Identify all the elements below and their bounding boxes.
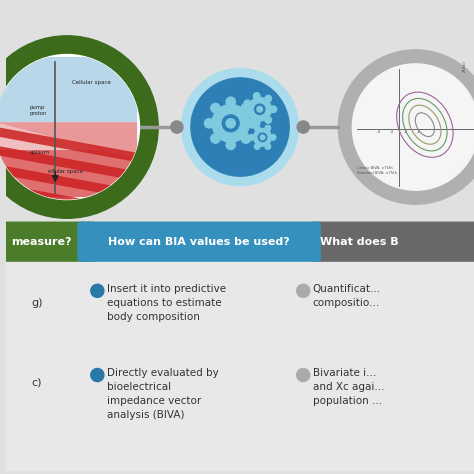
Circle shape: [297, 368, 310, 382]
Circle shape: [265, 95, 272, 102]
Circle shape: [258, 133, 267, 142]
Text: Insert it into predictive
equations to estimate
body composition: Insert it into predictive equations to e…: [107, 284, 226, 322]
Circle shape: [297, 121, 310, 133]
Circle shape: [265, 117, 272, 123]
Bar: [6, 255, 474, 471]
Circle shape: [270, 106, 277, 112]
FancyBboxPatch shape: [2, 221, 96, 262]
Circle shape: [0, 36, 158, 219]
Circle shape: [211, 103, 220, 113]
Circle shape: [249, 135, 255, 140]
Text: What does B: What does B: [319, 237, 398, 246]
Circle shape: [248, 98, 272, 121]
Circle shape: [182, 69, 299, 185]
Circle shape: [254, 128, 272, 146]
Circle shape: [91, 368, 104, 382]
Circle shape: [226, 140, 236, 149]
FancyBboxPatch shape: [77, 221, 321, 262]
Circle shape: [241, 103, 251, 113]
Circle shape: [244, 100, 251, 107]
Circle shape: [255, 126, 260, 131]
Circle shape: [212, 105, 249, 142]
Polygon shape: [0, 122, 137, 160]
Text: Cellular space: Cellular space: [72, 80, 110, 85]
Text: measure?: measure?: [11, 237, 71, 246]
Circle shape: [254, 93, 260, 99]
Circle shape: [226, 118, 235, 128]
Circle shape: [255, 144, 260, 149]
Circle shape: [247, 118, 257, 128]
Text: oplasm: oplasm: [29, 150, 50, 155]
Circle shape: [91, 284, 104, 297]
Circle shape: [244, 112, 251, 118]
Circle shape: [241, 134, 251, 143]
Circle shape: [297, 284, 310, 297]
Bar: [0, 150, 137, 197]
Circle shape: [265, 144, 271, 149]
Bar: [0, 122, 137, 150]
Circle shape: [260, 135, 265, 140]
Circle shape: [257, 107, 263, 112]
Text: Quantificat...
compositio...: Quantificat... compositio...: [312, 284, 381, 308]
Text: pump
proton: pump proton: [29, 105, 47, 116]
Circle shape: [0, 55, 139, 200]
Text: -2: -2: [404, 130, 408, 134]
Circle shape: [270, 135, 276, 140]
Polygon shape: [0, 127, 137, 162]
Circle shape: [255, 104, 265, 114]
Polygon shape: [0, 146, 137, 181]
FancyBboxPatch shape: [309, 221, 474, 262]
Text: c): c): [32, 377, 42, 387]
Circle shape: [204, 118, 214, 128]
Circle shape: [222, 115, 239, 132]
Text: -1: -1: [417, 130, 421, 134]
Circle shape: [265, 126, 271, 131]
Text: Z(Xc): Z(Xc): [463, 60, 466, 72]
Text: How can BIA values be used?: How can BIA values be used?: [108, 237, 290, 246]
Circle shape: [226, 97, 236, 107]
Polygon shape: [0, 164, 137, 200]
Polygon shape: [0, 183, 137, 219]
Text: Bivariate i...
and Xc agai...
population ...: Bivariate i... and Xc agai... population…: [312, 368, 384, 406]
Text: Directly evaluated by
bioelectrical
impedance vector
analysis (BIVA): Directly evaluated by bioelectrical impe…: [107, 368, 219, 420]
Circle shape: [338, 50, 474, 204]
Bar: [0, 57, 137, 122]
Circle shape: [171, 121, 183, 133]
Text: -3: -3: [390, 130, 394, 134]
Text: ellular space: ellular space: [48, 169, 83, 174]
Text: -4: -4: [377, 130, 381, 134]
Text: Classic BIVA: ±75th
Standard BIVA: ±75th: Classic BIVA: ±75th Standard BIVA: ±75th: [357, 166, 397, 175]
Text: g): g): [32, 298, 43, 308]
Circle shape: [254, 119, 260, 126]
Circle shape: [211, 134, 220, 143]
Circle shape: [191, 78, 289, 176]
Circle shape: [352, 64, 474, 190]
